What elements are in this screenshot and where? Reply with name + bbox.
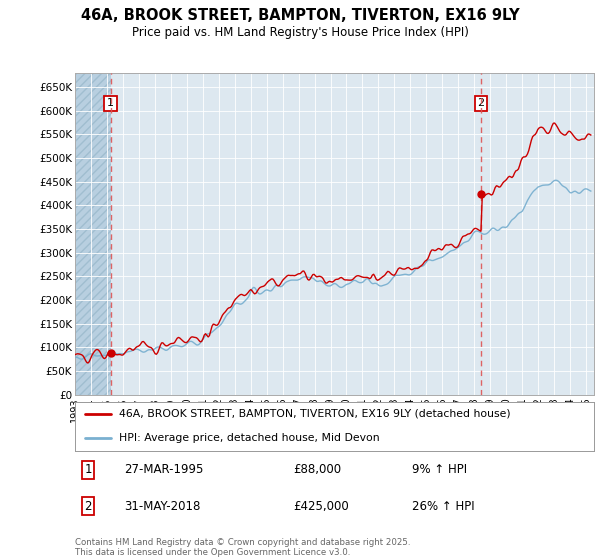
Text: 9% ↑ HPI: 9% ↑ HPI	[412, 463, 467, 477]
Text: 1: 1	[84, 463, 92, 477]
Text: 26% ↑ HPI: 26% ↑ HPI	[412, 500, 475, 513]
Bar	[75, 73, 111, 395]
Text: 1: 1	[107, 99, 114, 109]
Text: 2: 2	[84, 500, 92, 513]
Text: 27-MAR-1995: 27-MAR-1995	[124, 463, 203, 477]
Bar	[75, 73, 111, 395]
Text: Contains HM Land Registry data © Crown copyright and database right 2025.
This d: Contains HM Land Registry data © Crown c…	[75, 538, 410, 557]
Text: Price paid vs. HM Land Registry's House Price Index (HPI): Price paid vs. HM Land Registry's House …	[131, 26, 469, 39]
Text: 46A, BROOK STREET, BAMPTON, TIVERTON, EX16 9LY: 46A, BROOK STREET, BAMPTON, TIVERTON, EX…	[80, 8, 520, 24]
Text: 46A, BROOK STREET, BAMPTON, TIVERTON, EX16 9LY (detached house): 46A, BROOK STREET, BAMPTON, TIVERTON, EX…	[119, 409, 511, 419]
Text: £88,000: £88,000	[293, 463, 341, 477]
Text: 2: 2	[478, 99, 485, 109]
Text: HPI: Average price, detached house, Mid Devon: HPI: Average price, detached house, Mid …	[119, 433, 380, 444]
Text: 31-MAY-2018: 31-MAY-2018	[124, 500, 200, 513]
Text: £425,000: £425,000	[293, 500, 349, 513]
